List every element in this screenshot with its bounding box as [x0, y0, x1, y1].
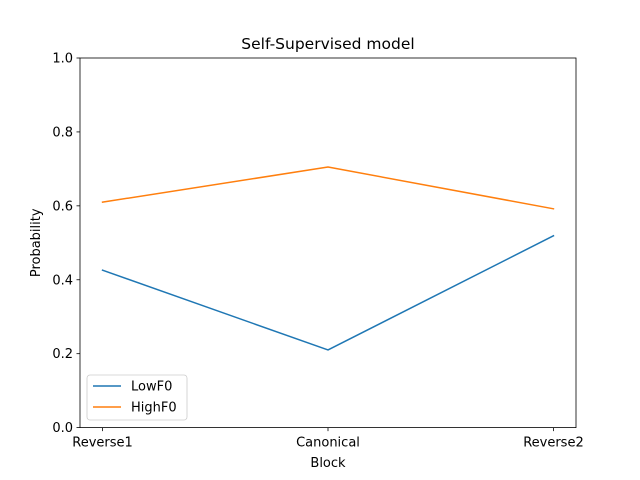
x-tick-label: Canonical	[296, 436, 360, 451]
x-axis: Reverse1 Canonical Reverse2	[72, 427, 584, 451]
y-tick-label: 0.6	[52, 199, 73, 214]
y-tick-label: 0.0	[52, 421, 73, 436]
series-line-lowf0	[101, 234, 555, 351]
y-axis-label: Probability	[29, 208, 44, 277]
legend-label-lowf0: LowF0	[131, 380, 172, 395]
y-tick-label: 0.4	[52, 273, 73, 288]
legend-label-highf0: HighF0	[131, 401, 177, 416]
chart-title: Self-Supervised model	[241, 35, 414, 53]
series-line-highf0	[101, 166, 555, 210]
legend: LowF0 HighF0	[86, 374, 188, 421]
y-tick-label: 1.0	[52, 52, 73, 67]
y-axis: 0.0 0.2 0.4 0.6 0.8 1.0	[52, 52, 80, 436]
y-tick-label: 0.2	[52, 347, 73, 362]
series-layer	[101, 166, 555, 351]
x-tick-label: Reverse1	[72, 436, 133, 451]
x-axis-label: Block	[310, 456, 346, 471]
y-tick-label: 0.8	[52, 125, 73, 140]
x-tick-label: Reverse2	[523, 436, 584, 451]
